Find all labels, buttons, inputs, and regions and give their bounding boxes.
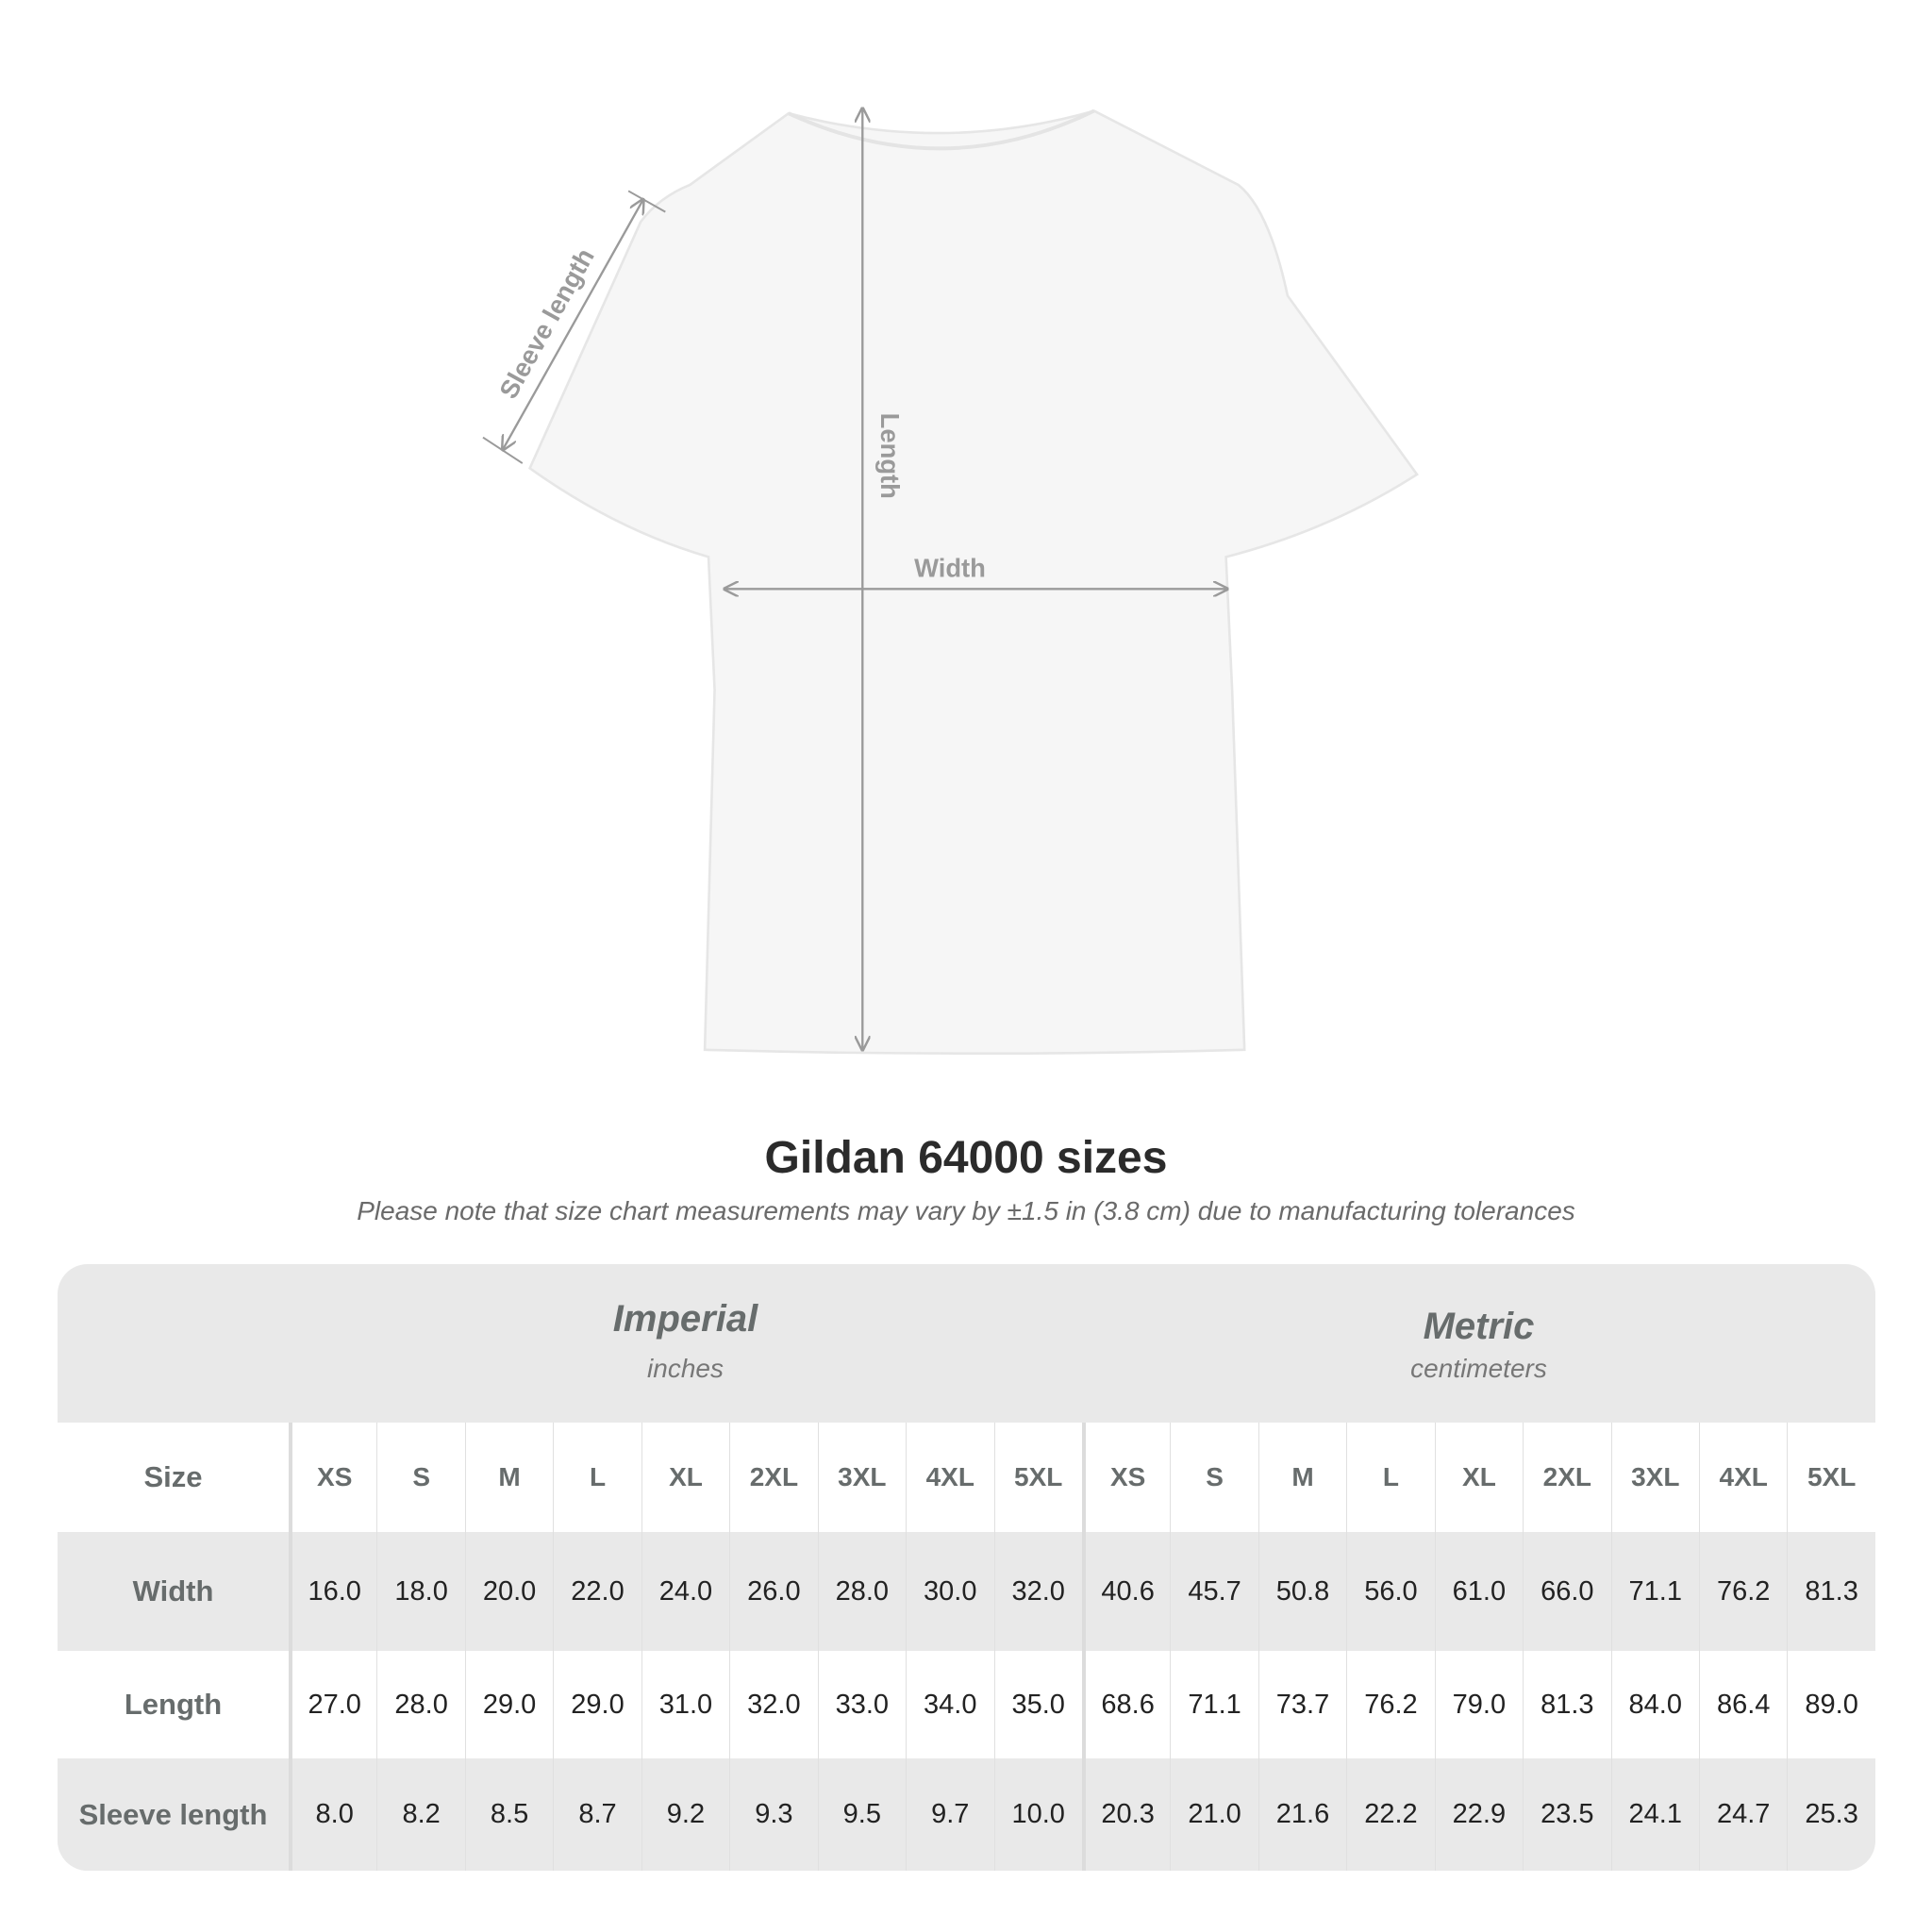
table-cell: 20.0: [464, 1532, 554, 1651]
table-cell: 22.2: [1346, 1758, 1435, 1871]
metric-size-2xl: 2XL: [1523, 1423, 1611, 1532]
table-cell: 18.0: [376, 1532, 465, 1651]
metric-size-m: M: [1257, 1423, 1347, 1532]
metric-unit: centimeters: [1410, 1354, 1547, 1383]
table-cell: 22.9: [1434, 1758, 1524, 1871]
width-label: Width: [914, 553, 986, 582]
table-cell: 20.3: [1081, 1758, 1171, 1871]
table-cell: 86.4: [1699, 1651, 1788, 1758]
metric-size-5xl: 5XL: [1787, 1423, 1875, 1532]
size-header-label: Size: [58, 1423, 289, 1532]
imperial-size-l: L: [553, 1423, 641, 1532]
table-cell: 34.0: [906, 1651, 994, 1758]
table-cell: 28.0: [817, 1532, 907, 1651]
table-cell: 22.0: [553, 1532, 641, 1651]
table-cell: 32.0: [729, 1651, 818, 1758]
table-cell: 8.5: [464, 1758, 554, 1871]
length-label: Length: [875, 413, 905, 499]
table-cell: 24.1: [1610, 1758, 1699, 1871]
sleeve-arrow: [503, 200, 643, 450]
table-cell: 31.0: [641, 1651, 730, 1758]
table-cell: 73.7: [1257, 1651, 1347, 1758]
table-cell: 9.3: [729, 1758, 818, 1871]
row-label-length: Length: [58, 1651, 289, 1758]
table-cell: 29.0: [464, 1651, 554, 1758]
table-cell: 66.0: [1523, 1532, 1611, 1651]
imperial-size-3xl: 3XL: [817, 1423, 907, 1532]
table-cell: 8.7: [553, 1758, 641, 1871]
page-title: Gildan 64000 sizes: [764, 1133, 1168, 1183]
metric-size-xs: XS: [1081, 1423, 1171, 1532]
table-cell: 61.0: [1434, 1532, 1524, 1651]
table-cell: 8.0: [289, 1758, 377, 1871]
metric-size-xl: XL: [1434, 1423, 1524, 1532]
table-cell: 29.0: [553, 1651, 641, 1758]
table-cell: 56.0: [1346, 1532, 1435, 1651]
table-cell: 24.0: [641, 1532, 730, 1651]
table-cell: 8.2: [376, 1758, 465, 1871]
metric-size-l: L: [1346, 1423, 1435, 1532]
table-cell: 26.0: [729, 1532, 818, 1651]
tshirt-collar: [788, 108, 1095, 151]
metric-header: Metric centimeters: [1082, 1306, 1875, 1464]
table-cell: 50.8: [1257, 1532, 1347, 1651]
imperial-header: Imperial inches: [289, 1298, 1082, 1457]
size-table: Imperial inches Metric centimeters Size X…: [58, 1264, 1875, 1871]
table-cell: 16.0: [289, 1532, 377, 1651]
table-cell: 35.0: [993, 1651, 1082, 1758]
table-cell: 10.0: [993, 1758, 1082, 1871]
size-grid: Size XS S M L XL 2XL 3XL 4XL 5XL XS S M L XL 2XL 3XL 4XL 5…: [58, 1423, 1875, 1871]
imperial-size-s: S: [376, 1423, 465, 1532]
table-cell: 23.5: [1523, 1758, 1611, 1871]
imperial-unit: inches: [647, 1354, 724, 1383]
table-cell: 33.0: [817, 1651, 907, 1758]
table-cell: 45.7: [1170, 1532, 1258, 1651]
table-cell: 9.2: [641, 1758, 730, 1871]
table-cell: 76.2: [1346, 1651, 1435, 1758]
imperial-size-5xl: 5XL: [993, 1423, 1082, 1532]
table-cell: 81.3: [1787, 1532, 1875, 1651]
table-cell: 32.0: [993, 1532, 1082, 1651]
table-cell: 71.1: [1170, 1651, 1258, 1758]
table-cell: 28.0: [376, 1651, 465, 1758]
tolerance-note: Please note that size chart measurements…: [357, 1196, 1575, 1225]
imperial-title: Imperial: [612, 1298, 758, 1340]
table-cell: 68.6: [1081, 1651, 1171, 1758]
metric-size-s: S: [1170, 1423, 1258, 1532]
imperial-size-m: M: [464, 1423, 554, 1532]
table-cell: 27.0: [289, 1651, 377, 1758]
table-cell: 76.2: [1699, 1532, 1788, 1651]
metric-title: Metric: [1423, 1306, 1535, 1347]
table-cell: 25.3: [1787, 1758, 1875, 1871]
table-cell: 81.3: [1523, 1651, 1611, 1758]
table-cell: 89.0: [1787, 1651, 1875, 1758]
table-cell: 24.7: [1699, 1758, 1788, 1871]
table-cell: 9.7: [906, 1758, 994, 1871]
table-cell: 71.1: [1610, 1532, 1699, 1651]
table-cell: 30.0: [906, 1532, 994, 1651]
imperial-size-xl: XL: [641, 1423, 730, 1532]
table-cell: 40.6: [1081, 1532, 1171, 1651]
table-cell: 21.0: [1170, 1758, 1258, 1871]
table-cell: 79.0: [1434, 1651, 1524, 1758]
table-cell: 21.6: [1257, 1758, 1347, 1871]
table-cell: 84.0: [1610, 1651, 1699, 1758]
imperial-size-2xl: 2XL: [729, 1423, 818, 1532]
row-label-width: Width: [58, 1532, 289, 1651]
imperial-size-xs: XS: [289, 1423, 377, 1532]
metric-size-4xl: 4XL: [1699, 1423, 1788, 1532]
row-label-sleeve-length: Sleeve length: [58, 1758, 289, 1871]
table-cell: 9.5: [817, 1758, 907, 1871]
tshirt-diagram: Length Width Sleeve length: [482, 0, 1419, 1056]
metric-size-3xl: 3XL: [1610, 1423, 1699, 1532]
imperial-size-4xl: 4XL: [906, 1423, 994, 1532]
